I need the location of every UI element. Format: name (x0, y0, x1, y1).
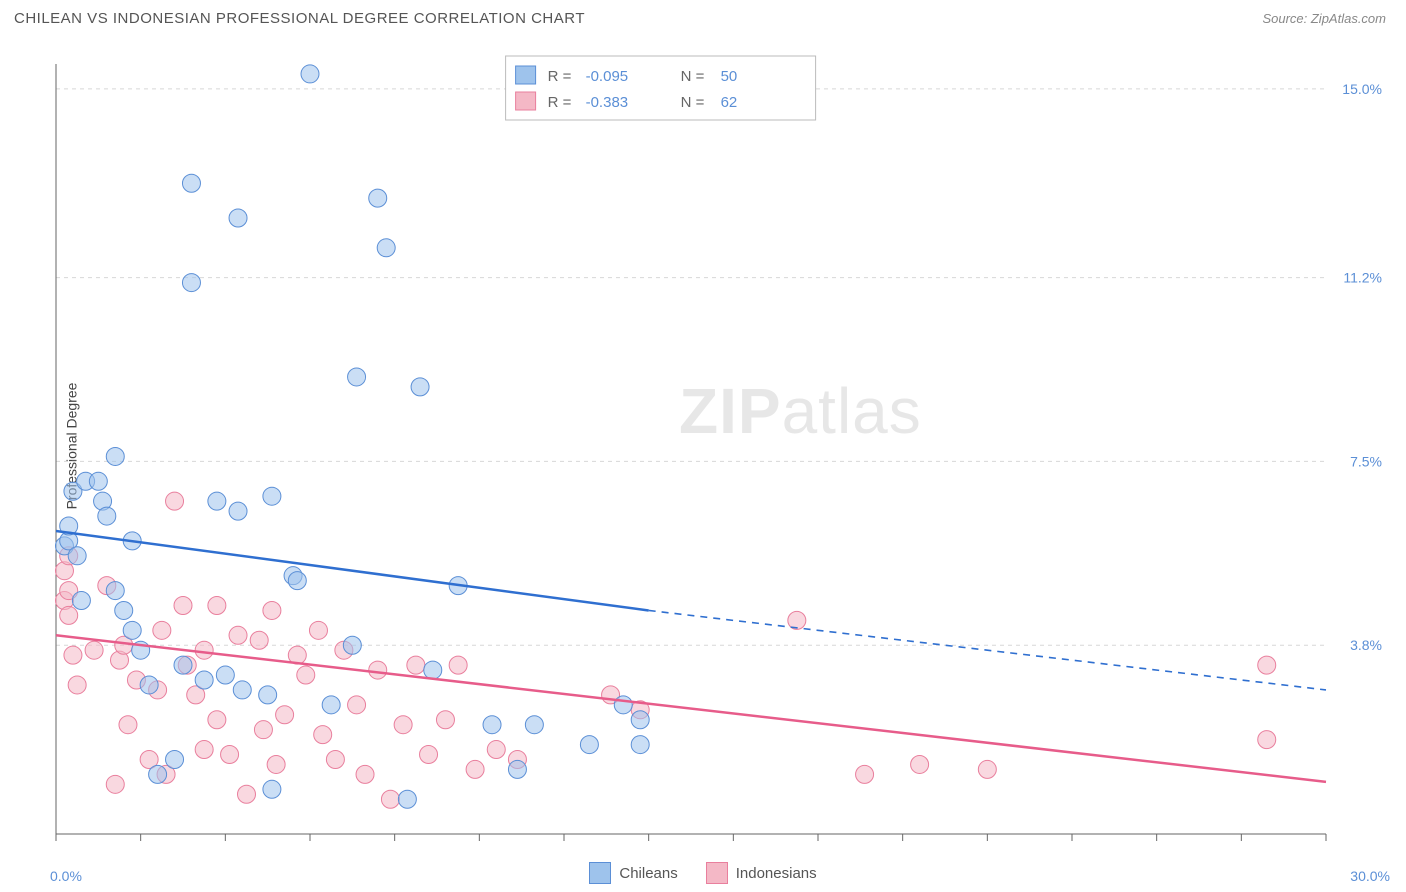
source-link[interactable]: ZipAtlas.com (1311, 11, 1386, 26)
svg-text:50: 50 (721, 68, 738, 85)
svg-text:3.8%: 3.8% (1350, 637, 1382, 653)
legend-label-indonesians: Indonesians (736, 865, 817, 882)
plot-area: 3.8% 7.5% 11.2% 15.0% ZIPatlas R = -0.095 N = 50… (50, 48, 1390, 850)
bottom-legend: Chileans Indonesians (0, 862, 1406, 884)
legend-swatch-chileans (589, 862, 611, 884)
legend-item-chileans: Chileans (589, 862, 677, 884)
svg-text:N =: N = (681, 94, 705, 111)
chart-title: CHILEAN VS INDONESIAN PROFESSIONAL DEGRE… (14, 10, 585, 27)
svg-text:N =: N = (681, 68, 705, 85)
svg-text:ZIPatlas: ZIPatlas (679, 375, 922, 447)
svg-text:-0.383: -0.383 (586, 94, 629, 111)
svg-text:11.2%: 11.2% (1343, 270, 1382, 286)
svg-text:R =: R = (548, 68, 572, 85)
chart-svg: 3.8% 7.5% 11.2% 15.0% ZIPatlas R = -0.095 N = 50… (50, 48, 1390, 850)
chart-header: CHILEAN VS INDONESIAN PROFESSIONAL DEGRE… (0, 0, 1406, 33)
legend-label-chileans: Chileans (619, 865, 677, 882)
legend-swatch-indonesians (706, 862, 728, 884)
chart-source: Source: ZipAtlas.com (1262, 11, 1386, 26)
svg-text:62: 62 (721, 94, 738, 111)
svg-text:R =: R = (548, 94, 572, 111)
legend-item-indonesians: Indonesians (706, 862, 817, 884)
svg-text:7.5%: 7.5% (1350, 453, 1382, 469)
source-prefix: Source: (1262, 11, 1310, 26)
svg-text:15.0%: 15.0% (1342, 81, 1382, 97)
chart-container: CHILEAN VS INDONESIAN PROFESSIONAL DEGRE… (0, 0, 1406, 892)
svg-text:-0.095: -0.095 (586, 68, 629, 85)
